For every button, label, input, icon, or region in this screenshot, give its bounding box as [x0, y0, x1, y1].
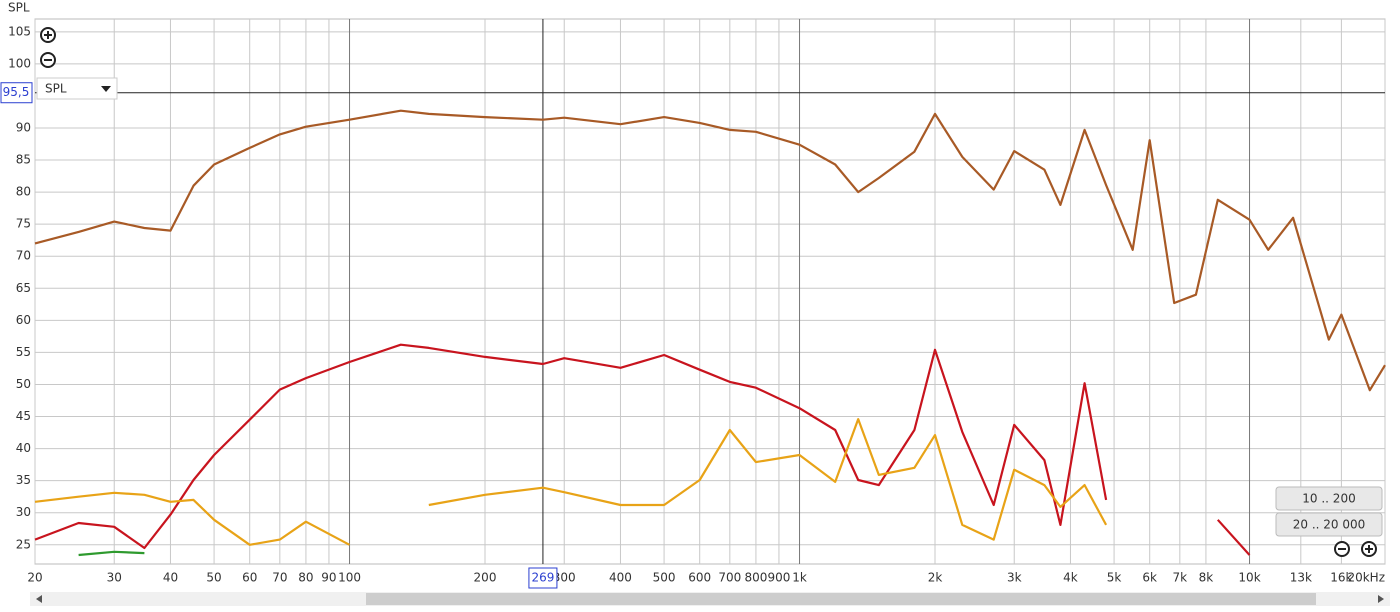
range-button[interactable]: 20 .. 20 000 [1275, 512, 1383, 537]
x-tick-label: 700 [718, 571, 741, 585]
series-line [34, 418, 1108, 546]
cursor-x-readout: 269 [531, 571, 554, 585]
y-tick-label: 40 [16, 441, 31, 455]
x-tick-label: 300 [553, 571, 576, 585]
x-tick-label: 400 [609, 571, 632, 585]
y-tick-label: 45 [16, 409, 31, 423]
scrollbar[interactable] [30, 592, 1390, 606]
x-tick-label: 500 [653, 571, 676, 585]
x-tick-label: 70 [272, 571, 287, 585]
x-tick-label: 10k [1238, 571, 1260, 585]
button-label: 10 .. 200 [1302, 492, 1355, 506]
x-tick-label: 6k [1142, 571, 1157, 585]
x-tick-label: 800 [744, 571, 767, 585]
x-tick-label: 2k [928, 571, 943, 585]
y-tick-label: 25 [16, 537, 31, 551]
x-tick-label: 13k [1290, 571, 1312, 585]
x-tick-label: 1k [792, 571, 807, 585]
range-button[interactable]: 10 .. 200 [1275, 486, 1383, 511]
y-tick-label: 65 [16, 281, 31, 295]
x-tick-label: 90 [321, 571, 336, 585]
cursor-x-readout-box [528, 567, 558, 589]
x-tick-label: 5k [1107, 571, 1122, 585]
y-tick-label: 35 [16, 473, 31, 487]
y-tick-label: 50 [16, 377, 31, 391]
button-label: 20 .. 20 000 [1293, 518, 1366, 532]
y-tick-label: 100 [8, 56, 31, 70]
y-tick-label: 80 [16, 185, 31, 199]
cursor-y-readout-box [0, 82, 33, 104]
dropdown-label: SPL [45, 82, 67, 96]
y-tick-label: 30 [16, 505, 31, 519]
x-tick-label: 3k [1007, 571, 1022, 585]
x-tick-label: 30 [107, 571, 122, 585]
y-tick-label: 105 [8, 24, 31, 38]
y-tick-label: 60 [16, 313, 31, 327]
y-tick-label: 55 [16, 345, 31, 359]
plot-area [34, 18, 1386, 565]
x-tick-label: 20 [27, 571, 42, 585]
x-tick-label: 16k [1330, 571, 1352, 585]
x-tick-label: 7k [1173, 571, 1188, 585]
x-tick-label: 80 [298, 571, 313, 585]
x-tick-label: 60 [242, 571, 257, 585]
x-tick-label: 50 [206, 571, 221, 585]
y-tick-label: 85 [16, 153, 31, 167]
y-tick-label: 75 [16, 217, 31, 231]
zoom-in-y[interactable] [40, 27, 56, 43]
series-line [34, 343, 1251, 556]
x-tick-label: 200 [474, 571, 497, 585]
zoom-out-y[interactable] [40, 52, 56, 68]
cursor-y-readout: 95,5 [3, 85, 30, 99]
y-tick-label: 90 [16, 121, 31, 135]
series-line [34, 109, 1386, 392]
zoom-in-x[interactable] [1361, 541, 1377, 557]
y-axis-title: SPL [8, 1, 30, 15]
x-tick-label: 8k [1199, 571, 1214, 585]
x-tick-label: 600 [688, 571, 711, 585]
x-tick-label: 4k [1063, 571, 1078, 585]
dropdown[interactable]: SPL [36, 77, 118, 100]
x-tick-label: 900 [767, 571, 790, 585]
zoom-out-x[interactable] [1334, 541, 1350, 557]
x-tick-label: 40 [163, 571, 178, 585]
x-tick-label: 20kHz [1347, 571, 1385, 585]
y-tick-label: 70 [16, 249, 31, 263]
x-tick-label: 100 [338, 571, 361, 585]
